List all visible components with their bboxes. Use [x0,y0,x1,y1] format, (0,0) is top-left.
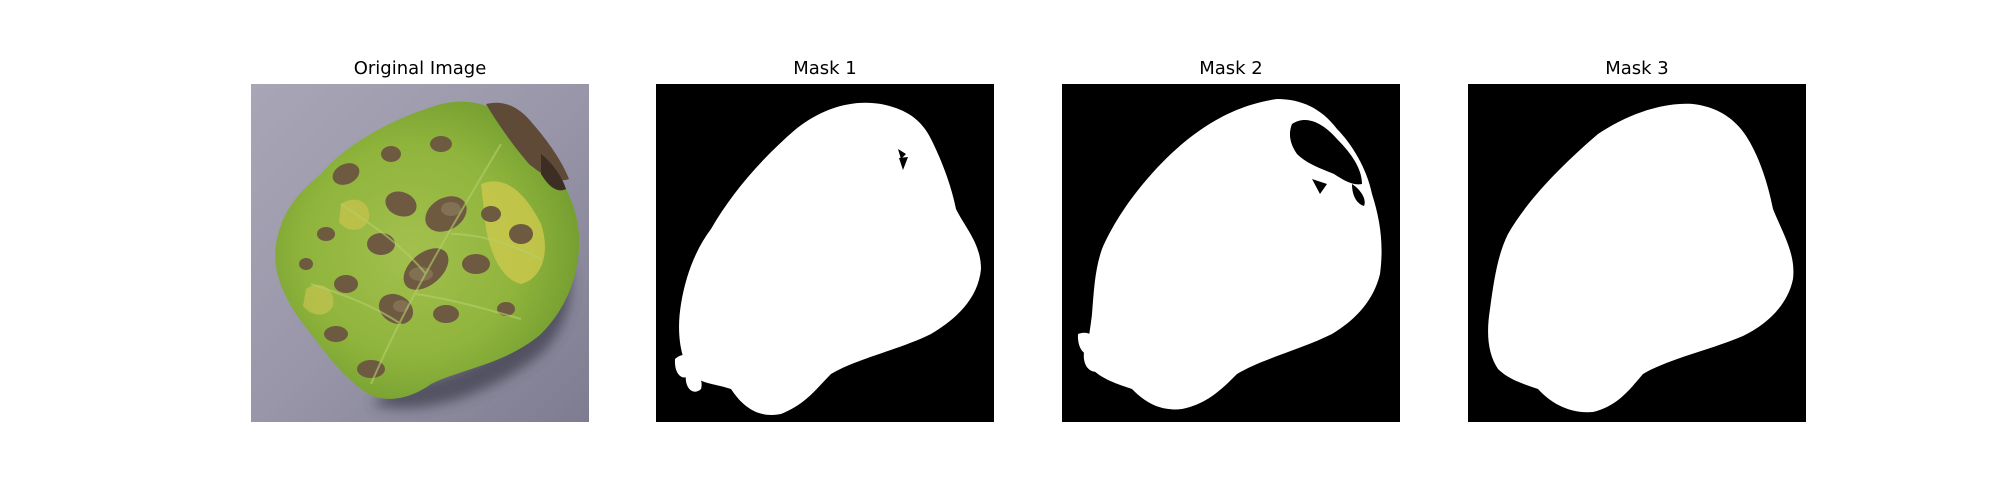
leaf-photo [251,84,589,422]
mask-1-image [656,84,994,422]
panel-original-image: Original Image [251,0,589,500]
panel-title-original: Original Image [353,58,487,79]
panel-mask-1: Mask 1 [656,0,994,500]
panel-mask-2: Mask 2 [1062,0,1400,500]
panel-title-mask-3: Mask 3 [1605,58,1669,79]
panel-mask-3: Mask 3 [1468,0,1806,500]
mask-3-image [1468,84,1806,422]
panel-title-mask-1: Mask 1 [793,58,857,79]
panel-title-mask-2: Mask 2 [1199,58,1263,79]
mask-2-image [1062,84,1400,422]
